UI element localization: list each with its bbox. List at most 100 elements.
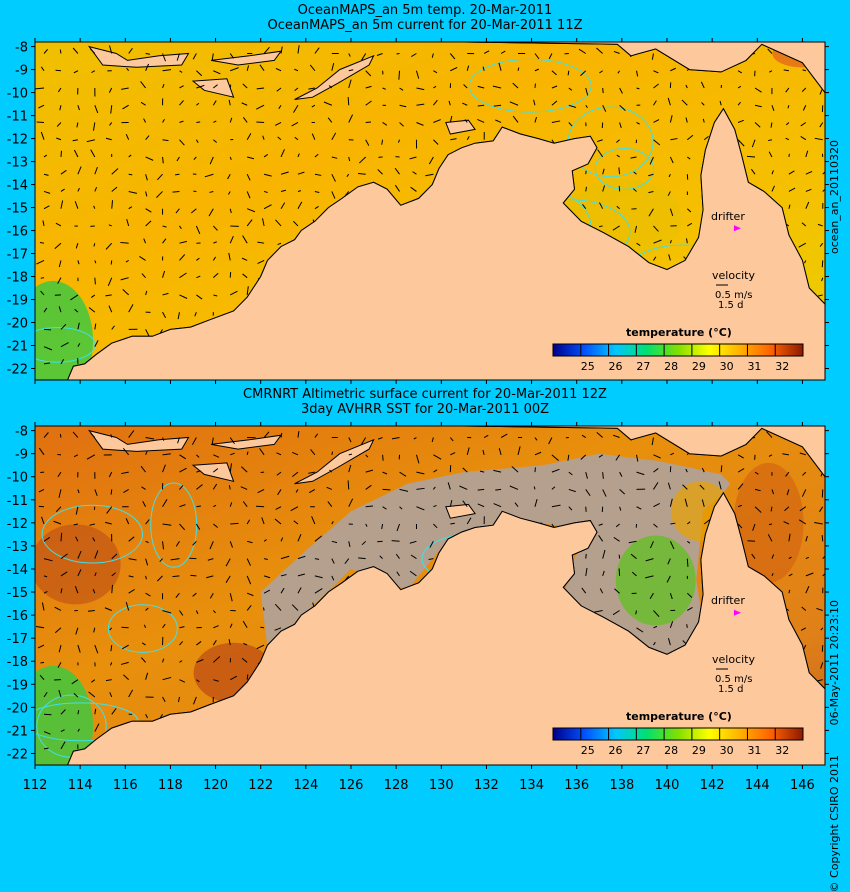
lat-tick-label: -19 <box>7 294 28 309</box>
lon-tick-label: 118 <box>158 778 183 793</box>
velocity-days-label: 1.5 d <box>718 300 743 311</box>
lat-tick-label: -18 <box>7 655 28 670</box>
current-arrow <box>568 71 569 76</box>
current-arrow <box>769 524 772 525</box>
colorbar-tick-label: 27 <box>636 360 650 373</box>
current-arrow <box>190 575 196 576</box>
lat-tick-label: -14 <box>7 563 28 578</box>
colorbar-tick-label: 29 <box>692 360 706 373</box>
current-arrow <box>348 480 349 489</box>
velocity-legend-label: velocity <box>712 653 755 666</box>
current-arrow <box>495 489 501 490</box>
current-arrow <box>94 507 95 510</box>
lat-tick-label: -21 <box>7 724 28 739</box>
lon-tick-label: 114 <box>68 778 93 793</box>
drifter-label: drifter <box>711 594 745 607</box>
colorbar-tick-label: 31 <box>747 744 761 757</box>
colorbar <box>553 344 803 356</box>
current-arrow <box>230 523 238 524</box>
colorbar-title: temperature (°C) <box>626 326 732 339</box>
lon-tick-label: 146 <box>790 778 815 793</box>
current-arrow <box>40 243 44 244</box>
current-arrow <box>822 535 823 541</box>
lat-tick-label: -20 <box>7 317 28 332</box>
lon-tick-label: 116 <box>113 778 138 793</box>
lat-tick-label: -18 <box>7 271 28 286</box>
current-arrow <box>603 88 604 93</box>
current-arrow <box>687 624 688 628</box>
lon-tick-label: 140 <box>655 778 680 793</box>
lon-tick-label: 144 <box>745 778 770 793</box>
lat-tick-label: -17 <box>7 632 28 647</box>
lon-tick-label: 136 <box>564 778 589 793</box>
warm-water-patch <box>31 524 121 604</box>
colorbar-tick-label: 30 <box>720 744 734 757</box>
lat-tick-label: -8 <box>15 41 28 56</box>
current-arrow <box>586 554 587 559</box>
lat-tick-label: -15 <box>7 202 28 217</box>
lat-tick-label: -15 <box>7 586 28 601</box>
lat-tick-label: -12 <box>7 517 28 532</box>
colorbar-tick-label: 26 <box>609 360 623 373</box>
lat-tick-label: -9 <box>15 64 28 79</box>
current-arrow <box>599 226 603 227</box>
colorbar <box>553 728 803 740</box>
lon-tick-label: 130 <box>429 778 454 793</box>
current-arrow <box>366 122 371 123</box>
lat-tick-label: -16 <box>7 225 28 240</box>
current-arrow <box>120 243 128 244</box>
lon-tick-label: 126 <box>339 778 364 793</box>
current-arrow <box>95 278 96 285</box>
lat-tick-label: -11 <box>7 110 28 125</box>
colorbar-tick-label: 31 <box>747 360 761 373</box>
current-arrow <box>111 260 112 264</box>
colorbar-tick-label: 26 <box>609 744 623 757</box>
current-arrow <box>173 576 180 577</box>
current-arrow <box>44 714 51 715</box>
lon-tick-label: 128 <box>384 778 409 793</box>
current-arrow <box>348 97 349 105</box>
current-arrow <box>260 627 264 628</box>
lat-tick-label: -21 <box>7 340 28 355</box>
colorbar-tick-label: 25 <box>581 360 595 373</box>
current-arrow <box>196 506 201 507</box>
current-arrow <box>60 50 61 54</box>
current-arrow <box>383 455 384 461</box>
lat-tick-label: -17 <box>7 248 28 263</box>
current-arrow <box>40 662 44 663</box>
gulf-sst-patch <box>616 536 696 626</box>
lat-tick-label: -11 <box>7 494 28 509</box>
current-arrow <box>41 278 44 279</box>
colorbar-tick-label: 32 <box>775 744 789 757</box>
velocity-days-label: 1.5 d <box>718 684 743 695</box>
current-arrow <box>247 674 248 679</box>
colorbar-tick-label: 27 <box>636 744 650 757</box>
lat-tick-label: -14 <box>7 179 28 194</box>
lon-tick-label: 122 <box>248 778 273 793</box>
current-arrow <box>121 627 128 628</box>
lon-tick-label: 138 <box>609 778 634 793</box>
current-arrow <box>60 434 61 437</box>
lon-tick-label: 132 <box>474 778 499 793</box>
colorbar-tick-label: 28 <box>664 360 678 373</box>
current-arrow <box>747 541 755 542</box>
colorbar-tick-label: 29 <box>692 744 706 757</box>
lat-tick-label: -13 <box>7 156 28 171</box>
current-arrow <box>366 506 373 507</box>
velocity-legend-label: velocity <box>712 269 755 282</box>
current-arrow <box>399 71 400 80</box>
lat-tick-label: -19 <box>7 678 28 693</box>
colorbar-title: temperature (°C) <box>626 710 732 723</box>
current-arrow <box>175 174 179 175</box>
current-arrow <box>88 610 95 611</box>
colorbar-tick-label: 28 <box>664 744 678 757</box>
lat-tick-label: -8 <box>15 425 28 440</box>
current-arrow <box>478 105 484 106</box>
current-arrow <box>349 454 352 455</box>
current-arrow <box>173 191 180 192</box>
lat-tick-label: -10 <box>7 471 28 486</box>
lat-tick-label: -22 <box>7 747 28 762</box>
drifter-label: drifter <box>711 210 745 223</box>
current-arrow <box>129 174 133 175</box>
